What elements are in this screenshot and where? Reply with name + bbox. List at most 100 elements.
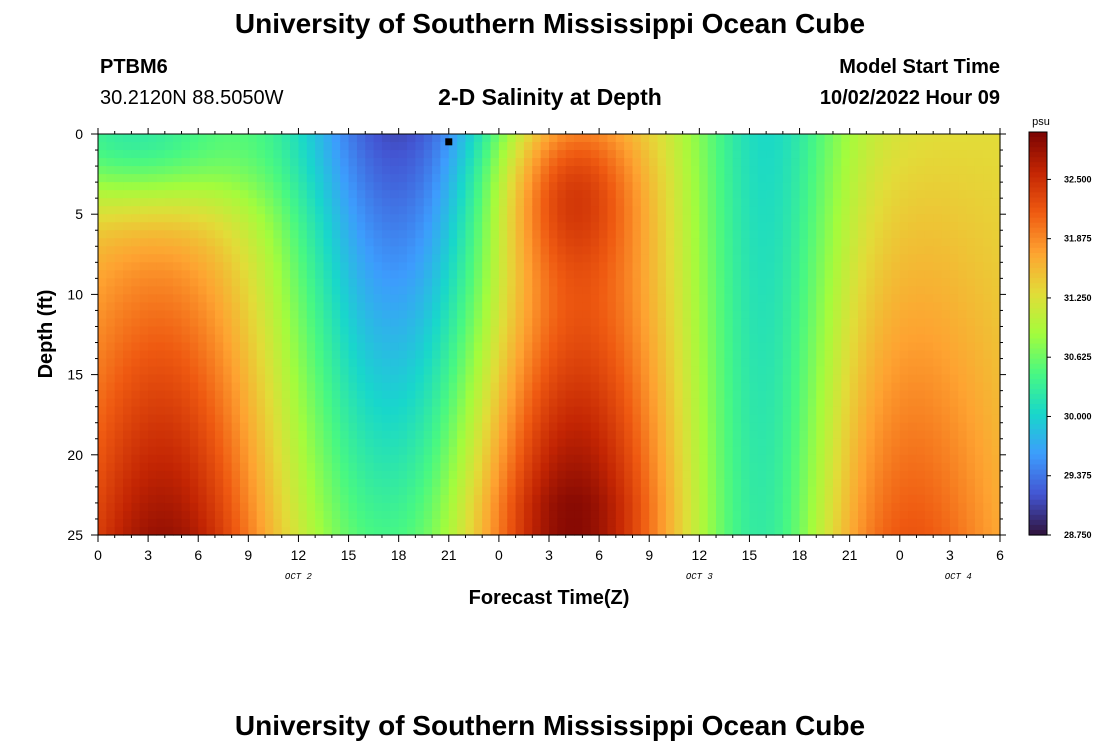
heatmap-cell — [557, 350, 567, 360]
heatmap-cell — [315, 454, 325, 464]
heatmap-cell — [223, 198, 233, 207]
heatmap-cell — [724, 182, 734, 191]
heatmap-cell — [373, 254, 383, 263]
heatmap-cell — [724, 438, 734, 448]
heatmap-cell — [515, 278, 525, 287]
heatmap-cell — [749, 222, 759, 231]
heatmap-cell — [440, 262, 450, 271]
heatmap-cell — [665, 190, 675, 199]
heatmap-cell — [916, 294, 926, 304]
heatmap-cell — [741, 254, 751, 263]
heatmap-cell — [173, 198, 183, 207]
heatmap-cell — [407, 446, 416, 456]
heatmap-cell — [407, 406, 416, 416]
heatmap-cell — [440, 342, 450, 352]
heatmap-cell — [841, 294, 851, 304]
heatmap-cell — [290, 406, 300, 416]
heatmap-cell — [290, 294, 300, 304]
heatmap-cell — [407, 494, 416, 504]
heatmap-cell — [832, 142, 842, 151]
heatmap-cell — [148, 414, 158, 424]
heatmap-cell — [690, 462, 700, 472]
heatmap-cell — [707, 422, 717, 432]
heatmap-cell — [381, 174, 391, 183]
heatmap-cell — [749, 294, 759, 304]
heatmap-cell — [682, 254, 692, 263]
heatmap-cell — [231, 222, 241, 231]
heatmap-cell — [331, 326, 341, 336]
heatmap-cell — [724, 406, 734, 416]
heatmap-cell — [156, 342, 166, 352]
heatmap-cell — [114, 286, 124, 295]
heatmap-cell — [640, 446, 650, 456]
heatmap-cell — [306, 414, 316, 424]
heatmap-cell — [574, 174, 584, 183]
heatmap-cell — [523, 206, 533, 215]
heatmap-cell — [883, 430, 893, 440]
heatmap-cell — [206, 342, 216, 352]
heatmap-cell — [883, 478, 893, 488]
heatmap-cell — [649, 510, 659, 520]
heatmap-cell — [732, 398, 742, 408]
heatmap-cell — [590, 278, 600, 287]
heatmap-cell — [515, 246, 525, 255]
heatmap-cell — [657, 478, 667, 488]
heatmap-cell — [498, 182, 508, 191]
heatmap-cell — [665, 358, 675, 368]
heatmap-cell — [791, 390, 801, 400]
heatmap-cell — [407, 270, 416, 279]
heatmap-cell — [373, 166, 383, 175]
heatmap-cell — [381, 478, 391, 488]
heatmap-cell — [348, 334, 358, 344]
heatmap-cell — [223, 174, 233, 183]
heatmap-cell — [373, 246, 383, 255]
heatmap-cell — [657, 286, 667, 295]
heatmap-cell — [640, 494, 650, 504]
heatmap-cell — [181, 158, 191, 167]
heatmap-cell — [716, 390, 725, 400]
heatmap-cell — [599, 182, 609, 191]
heatmap-cell — [891, 142, 901, 151]
heatmap-cell — [899, 494, 909, 504]
heatmap-cell — [490, 238, 500, 247]
heatmap-cell — [816, 230, 826, 239]
heatmap-cell — [98, 262, 107, 271]
heatmap-cell — [440, 158, 450, 167]
heatmap-cell — [749, 278, 759, 287]
heatmap-cell — [816, 326, 826, 336]
heatmap-cell — [407, 166, 416, 175]
heatmap-cell — [590, 510, 600, 520]
heatmap-cell — [306, 494, 316, 504]
heatmap-cell — [98, 198, 107, 207]
heatmap-cell — [507, 198, 517, 207]
heatmap-cell — [782, 486, 792, 496]
heatmap-cell — [565, 206, 575, 215]
heatmap-cell — [356, 350, 366, 360]
heatmap-cell — [782, 494, 792, 504]
heatmap-cell — [682, 382, 692, 392]
heatmap-cell — [858, 382, 867, 392]
heatmap-cell — [415, 398, 425, 408]
heatmap-cell — [849, 254, 859, 263]
heatmap-cell — [799, 262, 809, 271]
heatmap-cell — [390, 238, 400, 247]
heatmap-cell — [265, 430, 274, 440]
heatmap-cell — [331, 174, 341, 183]
heatmap-cell — [98, 358, 107, 368]
heatmap-cell — [532, 526, 542, 536]
heatmap-cell — [523, 454, 533, 464]
heatmap-cell — [724, 326, 734, 336]
heatmap-cell — [757, 270, 767, 279]
heatmap-cell — [732, 206, 742, 215]
heatmap-cell — [181, 190, 191, 199]
heatmap-cell — [732, 342, 742, 352]
heatmap-cell — [615, 310, 625, 320]
heatmap-cell — [891, 158, 901, 167]
heatmap-cell — [816, 510, 826, 520]
heatmap-cell — [883, 166, 893, 175]
heatmap-cell — [390, 414, 400, 424]
heatmap-cell — [849, 270, 859, 279]
heatmap-cell — [682, 390, 692, 400]
heatmap-cell — [457, 470, 467, 480]
heatmap-cell — [749, 262, 759, 271]
